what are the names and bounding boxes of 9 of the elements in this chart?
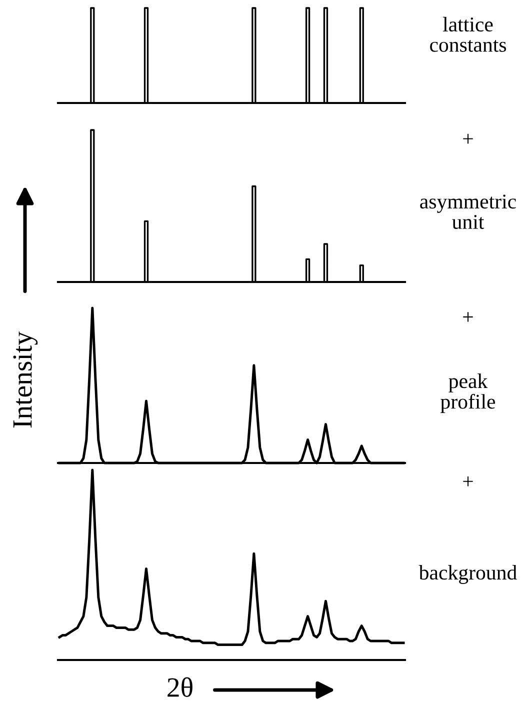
text: background (418, 565, 517, 584)
y-axis-title: Intensity (13, 332, 38, 428)
text: + (463, 312, 473, 322)
text: + (463, 134, 473, 144)
text: lattice constants (430, 16, 506, 52)
x-axis-title: 2θ (168, 677, 192, 697)
text: peak profile (440, 374, 496, 413)
text: + (463, 476, 473, 486)
text: asymmetric unit (420, 194, 516, 229)
